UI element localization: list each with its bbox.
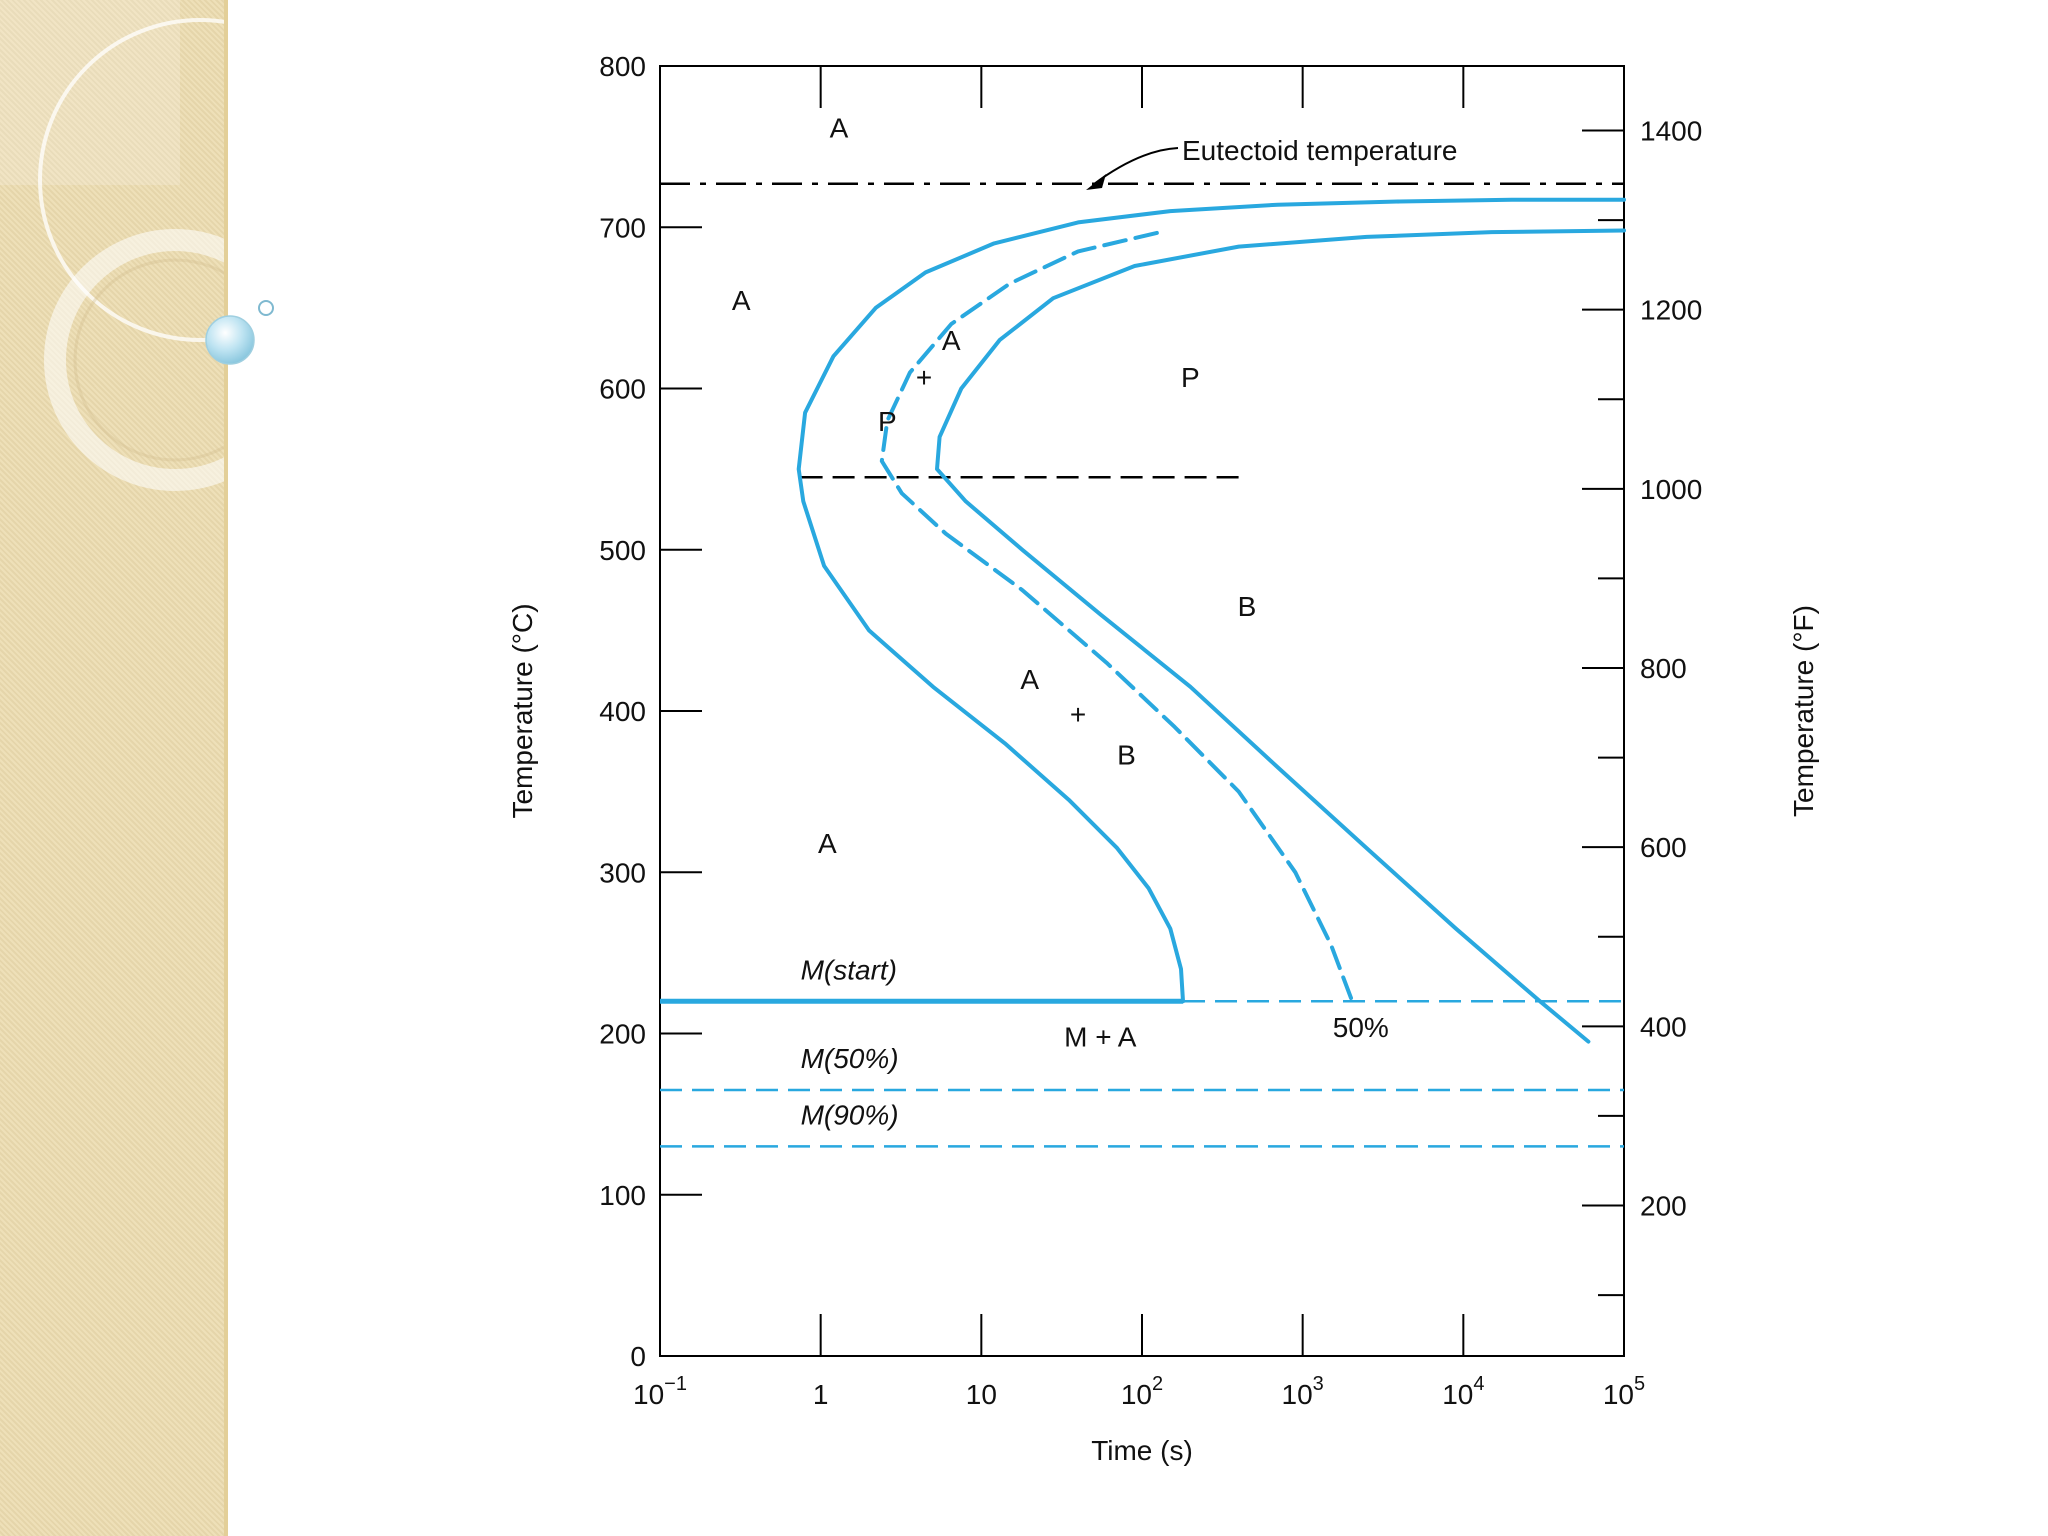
region-label: A xyxy=(942,325,961,356)
x-tick-label: 103 xyxy=(1282,1373,1324,1410)
x-tick-base: 10 xyxy=(633,1379,664,1410)
x-tick-label: 10−1 xyxy=(633,1373,687,1410)
y2-tick-label: 1200 xyxy=(1640,295,1702,326)
y2-tick-label: 400 xyxy=(1640,1011,1687,1042)
y2-tick-label: 1000 xyxy=(1640,474,1702,505)
region-label: A xyxy=(732,285,751,316)
transformation-curve xyxy=(935,228,1626,1044)
x-tick-label: 10 xyxy=(966,1379,997,1410)
plot-layer: 0 100 200 300 400 500 600 700 800 200 400 600 800 100… xyxy=(507,51,1819,1466)
y-tick-label: 700 xyxy=(599,212,646,243)
y2-tick-label: 600 xyxy=(1640,832,1687,863)
x-tick-label: 105 xyxy=(1603,1373,1645,1410)
eutectoid-arrowhead-icon xyxy=(1086,174,1106,190)
eutectoid-label: Eutectoid temperature xyxy=(1182,135,1458,166)
region-label: B xyxy=(1117,740,1136,771)
region-label: 50% xyxy=(1333,1012,1389,1043)
y-tick-label: 200 xyxy=(599,1019,646,1050)
region-label: M + A xyxy=(1064,1022,1137,1053)
x-tick-base: 10 xyxy=(1282,1379,1313,1410)
region-label: A xyxy=(830,112,849,143)
region-label: B xyxy=(1238,591,1257,622)
transformation-curve xyxy=(796,197,1626,1004)
x-tick-base: 10 xyxy=(1442,1379,1473,1410)
x-tick-exponent: 2 xyxy=(1152,1373,1163,1395)
decorative-sidebar xyxy=(0,0,228,1536)
martensite-label: M(50%) xyxy=(801,1043,899,1074)
y-tick-label: 300 xyxy=(599,857,646,888)
x-tick-exponent: 4 xyxy=(1473,1373,1484,1395)
x-tick-base: 10 xyxy=(1603,1379,1634,1410)
x-tick-base: 10 xyxy=(966,1379,997,1410)
y-tick-label: 800 xyxy=(599,51,646,82)
y2-tick-label: 800 xyxy=(1640,653,1687,684)
x-tick-label: 102 xyxy=(1121,1373,1163,1410)
eutectoid-arrow-line xyxy=(1093,147,1179,185)
y-tick-label: 0 xyxy=(630,1341,646,1372)
x-tick-exponent: −1 xyxy=(664,1373,687,1395)
y-axis-label: Temperature (°C) xyxy=(507,603,538,818)
martensite-label: M(start) xyxy=(801,954,897,985)
y-tick-label: 500 xyxy=(599,535,646,566)
region-label: + xyxy=(1070,699,1086,730)
x-tick-label: 104 xyxy=(1442,1373,1484,1410)
y2-axis-label: Temperature (°F) xyxy=(1788,605,1819,817)
y-tick-label: 600 xyxy=(599,374,646,405)
plot-frame xyxy=(659,65,1625,1357)
region-label: P xyxy=(1181,362,1200,393)
sidebar-edge xyxy=(224,0,228,1536)
x-tick-exponent: 5 xyxy=(1634,1373,1645,1395)
region-label: A xyxy=(1020,664,1039,695)
y2-tick-label: 1400 xyxy=(1640,116,1702,147)
transformation-curve xyxy=(879,230,1353,1000)
bubble-icon xyxy=(205,315,255,365)
x-tick-base: 1 xyxy=(813,1379,829,1410)
region-label: + xyxy=(916,362,932,393)
x-tick-exponent: 3 xyxy=(1313,1373,1324,1395)
y-tick-label: 100 xyxy=(599,1180,646,1211)
x-tick-label: 1 xyxy=(813,1379,829,1410)
x-axis-label: Time (s) xyxy=(1091,1435,1193,1466)
decorative-rings-icon xyxy=(0,0,228,491)
y2-tick-label: 200 xyxy=(1640,1191,1687,1222)
y-tick-label: 400 xyxy=(599,696,646,727)
small-bubble-icon xyxy=(258,300,274,316)
region-label: A xyxy=(818,828,837,859)
region-label: P xyxy=(878,406,897,437)
martensite-label: M(90%) xyxy=(801,1099,899,1130)
x-tick-base: 10 xyxy=(1121,1379,1152,1410)
